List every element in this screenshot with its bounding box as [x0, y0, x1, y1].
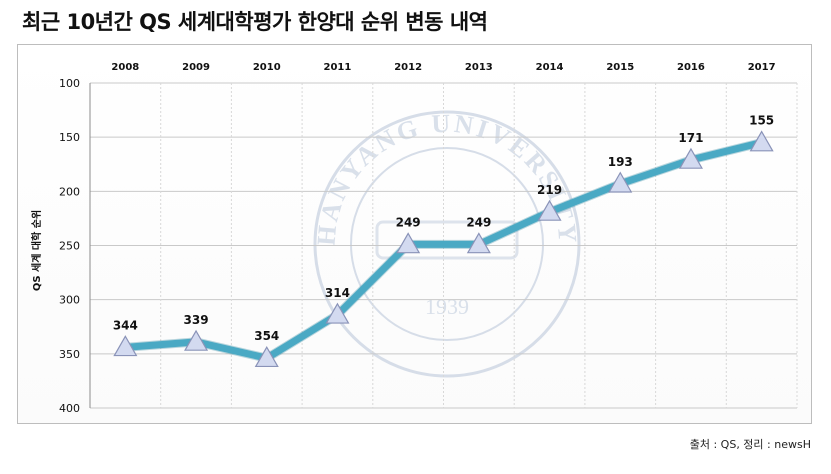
series-line-path: [121, 139, 766, 362]
data-label: 249: [466, 215, 491, 229]
data-label: 219: [537, 183, 562, 197]
series-line: [120, 138, 767, 363]
data-point-marker: [254, 345, 279, 368]
x-tick-label: 2017: [748, 62, 776, 73]
data-point-marker: [113, 335, 138, 357]
y-tick-label: 300: [59, 294, 80, 307]
series-line-shadow: [120, 138, 767, 363]
x-tick-label: 2010: [253, 62, 281, 73]
data-point-marker: [466, 232, 491, 254]
x-tick-label: 2009: [182, 62, 210, 73]
seal-emblem: [375, 220, 519, 260]
seal-inner-ring: [350, 147, 544, 341]
chart-frame: [17, 44, 812, 424]
data-label: 171: [678, 131, 703, 145]
x-tick-label: 2016: [677, 62, 705, 73]
chart-title: 최근 10년간 QS 세계대학평가 한양대 순위 변동 내역: [22, 10, 488, 34]
data-label: 339: [184, 313, 209, 327]
data-point-marker: [537, 199, 562, 221]
seal-outer-ring: [313, 110, 581, 378]
x-tick-label: 2014: [536, 62, 564, 73]
y-tick-label: 200: [59, 185, 80, 198]
source-note: 출처 : QS, 정리 : newsH: [689, 438, 811, 451]
gridlines: [89, 82, 798, 409]
x-tick-label: 2013: [465, 62, 493, 73]
data-label: 314: [325, 286, 350, 300]
data-label: 249: [396, 215, 421, 229]
y-axis-label: QS 세계 대학 순위: [30, 210, 43, 291]
data-label: 354: [254, 329, 279, 343]
y-tick-label: 350: [59, 348, 80, 361]
seal-year-text: 1939: [425, 294, 469, 319]
x-tick-label: 2015: [606, 62, 634, 73]
x-tick-label: 2011: [324, 62, 352, 73]
data-labels: 344 339 354 314 249 249 219 193 171 155: [113, 114, 774, 344]
x-axis: 2008 2009 2010 2011 2012 2013 2014 2015 2016 2017: [111, 62, 775, 73]
data-point-marker: [325, 302, 350, 324]
data-point-marker: [749, 130, 774, 152]
y-axis: 100 150 200 250 300 350 400: [59, 77, 80, 415]
data-point-marker: [678, 147, 703, 169]
data-point-marker: [608, 171, 633, 193]
x-tick-label: 2012: [394, 62, 422, 73]
x-tick-label: 2008: [111, 62, 139, 73]
data-label: 193: [608, 155, 633, 169]
data-label: 344: [113, 318, 138, 332]
y-tick-label: 400: [59, 402, 80, 415]
data-label: 155: [749, 114, 774, 128]
y-tick-label: 150: [59, 131, 80, 144]
data-points: [113, 130, 774, 368]
y-tick-label: 100: [59, 77, 80, 90]
data-point-marker: [184, 329, 209, 351]
data-point-marker: [396, 232, 421, 254]
y-tick-label: 250: [59, 240, 80, 253]
